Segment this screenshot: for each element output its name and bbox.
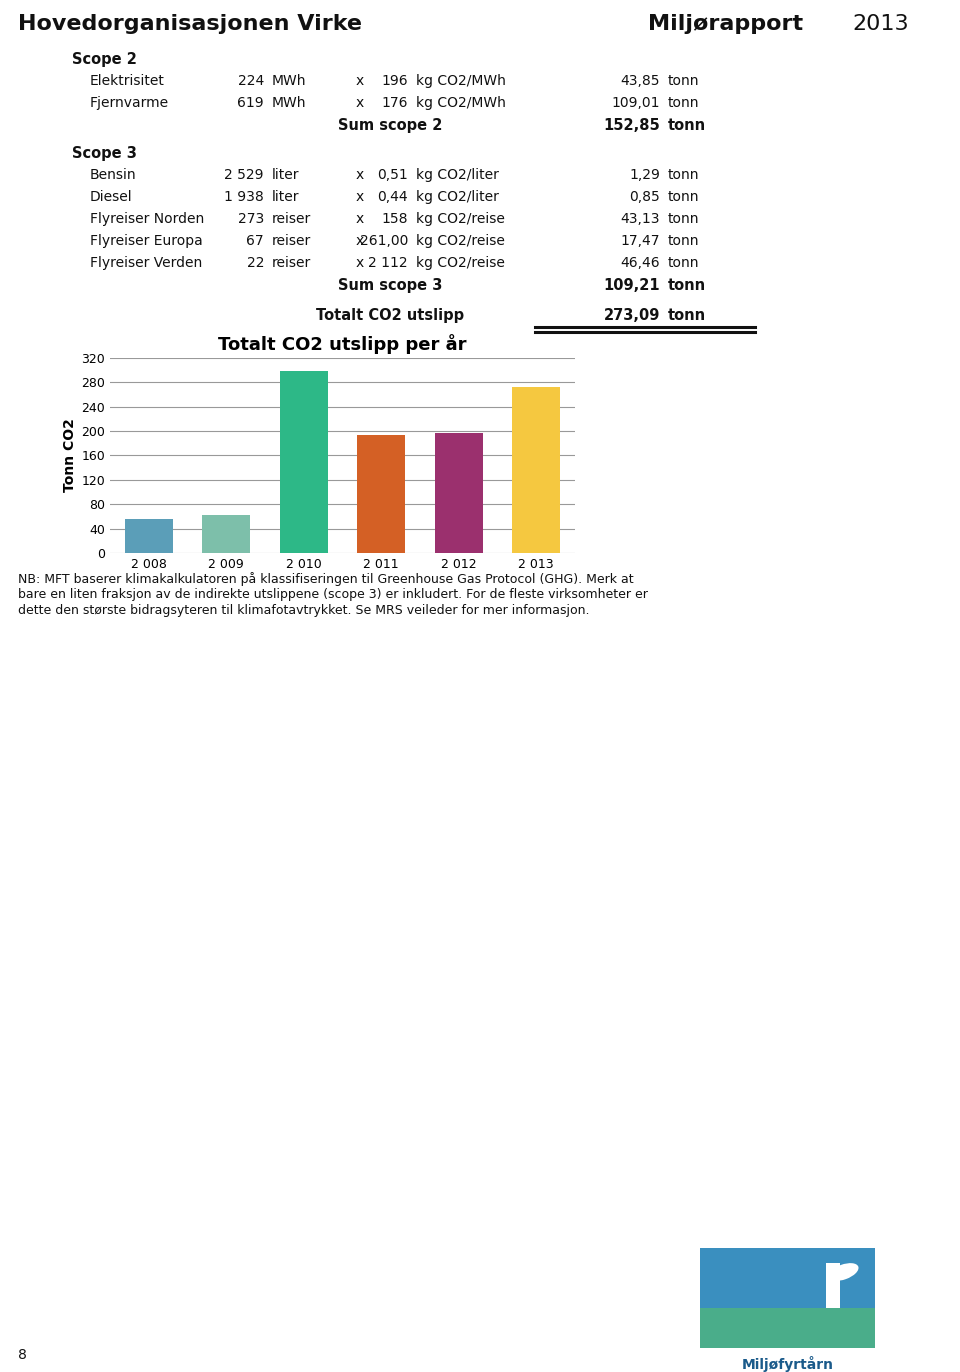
- Text: Flyreiser Europa: Flyreiser Europa: [90, 235, 203, 248]
- Text: 0,85: 0,85: [629, 189, 660, 204]
- Text: MWh: MWh: [272, 96, 306, 110]
- Text: 0,44: 0,44: [377, 189, 408, 204]
- Text: x: x: [356, 235, 364, 248]
- Text: Bensin: Bensin: [90, 167, 136, 182]
- Bar: [357, 435, 405, 553]
- Text: Miljøfyrtårn: Miljøfyrtårn: [741, 1356, 833, 1372]
- Text: x: x: [356, 167, 364, 182]
- Text: kg CO2/reise: kg CO2/reise: [416, 257, 505, 270]
- Text: reiser: reiser: [272, 213, 311, 226]
- Text: 67: 67: [247, 235, 264, 248]
- Text: liter: liter: [272, 167, 300, 182]
- Bar: [700, 1249, 875, 1308]
- Text: Flyreiser Verden: Flyreiser Verden: [90, 257, 203, 270]
- Text: tonn: tonn: [668, 235, 700, 248]
- Text: 619: 619: [237, 96, 264, 110]
- Text: liter: liter: [272, 189, 300, 204]
- Text: 273: 273: [238, 213, 264, 226]
- Text: Scope 2: Scope 2: [72, 52, 137, 67]
- Text: 196: 196: [381, 74, 408, 88]
- Text: Hovedorganisasjonen Virke: Hovedorganisasjonen Virke: [18, 14, 362, 34]
- Title: Totalt CO2 utslipp per år: Totalt CO2 utslipp per år: [218, 333, 467, 354]
- Text: x: x: [356, 189, 364, 204]
- Text: 2 112: 2 112: [369, 257, 408, 270]
- Text: tonn: tonn: [668, 118, 707, 133]
- Text: dette den største bidragsyteren til klimafotavtrykket. Se MRS veileder for mer i: dette den største bidragsyteren til klim…: [18, 604, 589, 617]
- Text: 224: 224: [238, 74, 264, 88]
- Text: reiser: reiser: [272, 257, 311, 270]
- Text: NB: MFT baserer klimakalkulatoren på klassifiseringen til Greenhouse Gas Protoco: NB: MFT baserer klimakalkulatoren på kla…: [18, 572, 634, 586]
- Text: Miljørapport: Miljørapport: [648, 14, 804, 34]
- Text: 273,09: 273,09: [604, 307, 660, 322]
- Text: kg CO2/liter: kg CO2/liter: [416, 189, 499, 204]
- Text: kg CO2/MWh: kg CO2/MWh: [416, 74, 506, 88]
- Text: MWh: MWh: [272, 74, 306, 88]
- Text: tonn: tonn: [668, 189, 700, 204]
- Text: kg CO2/reise: kg CO2/reise: [416, 235, 505, 248]
- Bar: [826, 1264, 840, 1308]
- Text: 43,85: 43,85: [620, 74, 660, 88]
- Text: x: x: [356, 74, 364, 88]
- Text: 109,01: 109,01: [612, 96, 660, 110]
- Text: 2 529: 2 529: [225, 167, 264, 182]
- Text: x: x: [356, 257, 364, 270]
- Text: 22: 22: [247, 257, 264, 270]
- Text: tonn: tonn: [668, 279, 707, 294]
- Text: 176: 176: [381, 96, 408, 110]
- Bar: [513, 387, 561, 553]
- Bar: [435, 434, 483, 553]
- Text: kg CO2/MWh: kg CO2/MWh: [416, 96, 506, 110]
- Y-axis label: Tonn CO2: Tonn CO2: [63, 418, 77, 493]
- Text: Elektrisitet: Elektrisitet: [90, 74, 165, 88]
- Text: reiser: reiser: [272, 235, 311, 248]
- Text: 8: 8: [18, 1349, 27, 1362]
- Text: Sum scope 3: Sum scope 3: [338, 279, 443, 294]
- Text: 43,13: 43,13: [620, 213, 660, 226]
- Text: 17,47: 17,47: [620, 235, 660, 248]
- Text: bare en liten fraksjon av de indirekte utslippene (scope 3) er inkludert. For de: bare en liten fraksjon av de indirekte u…: [18, 589, 648, 601]
- Text: kg CO2/reise: kg CO2/reise: [416, 213, 505, 226]
- Text: Scope 3: Scope 3: [72, 145, 137, 161]
- Text: 46,46: 46,46: [620, 257, 660, 270]
- Text: tonn: tonn: [668, 74, 700, 88]
- Text: tonn: tonn: [668, 96, 700, 110]
- Bar: [279, 372, 327, 553]
- Text: Totalt CO2 utslipp: Totalt CO2 utslipp: [316, 307, 464, 322]
- Text: 158: 158: [381, 213, 408, 226]
- Text: 1,29: 1,29: [629, 167, 660, 182]
- Text: 109,21: 109,21: [604, 279, 660, 294]
- Text: 0,51: 0,51: [377, 167, 408, 182]
- Bar: [700, 1308, 875, 1349]
- Text: tonn: tonn: [668, 307, 707, 322]
- Text: Diesel: Diesel: [90, 189, 132, 204]
- Text: x: x: [356, 96, 364, 110]
- Text: tonn: tonn: [668, 257, 700, 270]
- Text: 152,85: 152,85: [603, 118, 660, 133]
- Text: 2013: 2013: [852, 14, 908, 34]
- Text: x: x: [356, 213, 364, 226]
- Text: 261,00: 261,00: [360, 235, 408, 248]
- Text: Fjernvarme: Fjernvarme: [90, 96, 169, 110]
- Text: tonn: tonn: [668, 167, 700, 182]
- Text: Flyreiser Norden: Flyreiser Norden: [90, 213, 204, 226]
- Text: 1 938: 1 938: [225, 189, 264, 204]
- Bar: [203, 516, 251, 553]
- Text: kg CO2/liter: kg CO2/liter: [416, 167, 499, 182]
- Text: tonn: tonn: [668, 213, 700, 226]
- Bar: [125, 519, 173, 553]
- Text: Sum scope 2: Sum scope 2: [338, 118, 443, 133]
- Ellipse shape: [828, 1264, 858, 1281]
